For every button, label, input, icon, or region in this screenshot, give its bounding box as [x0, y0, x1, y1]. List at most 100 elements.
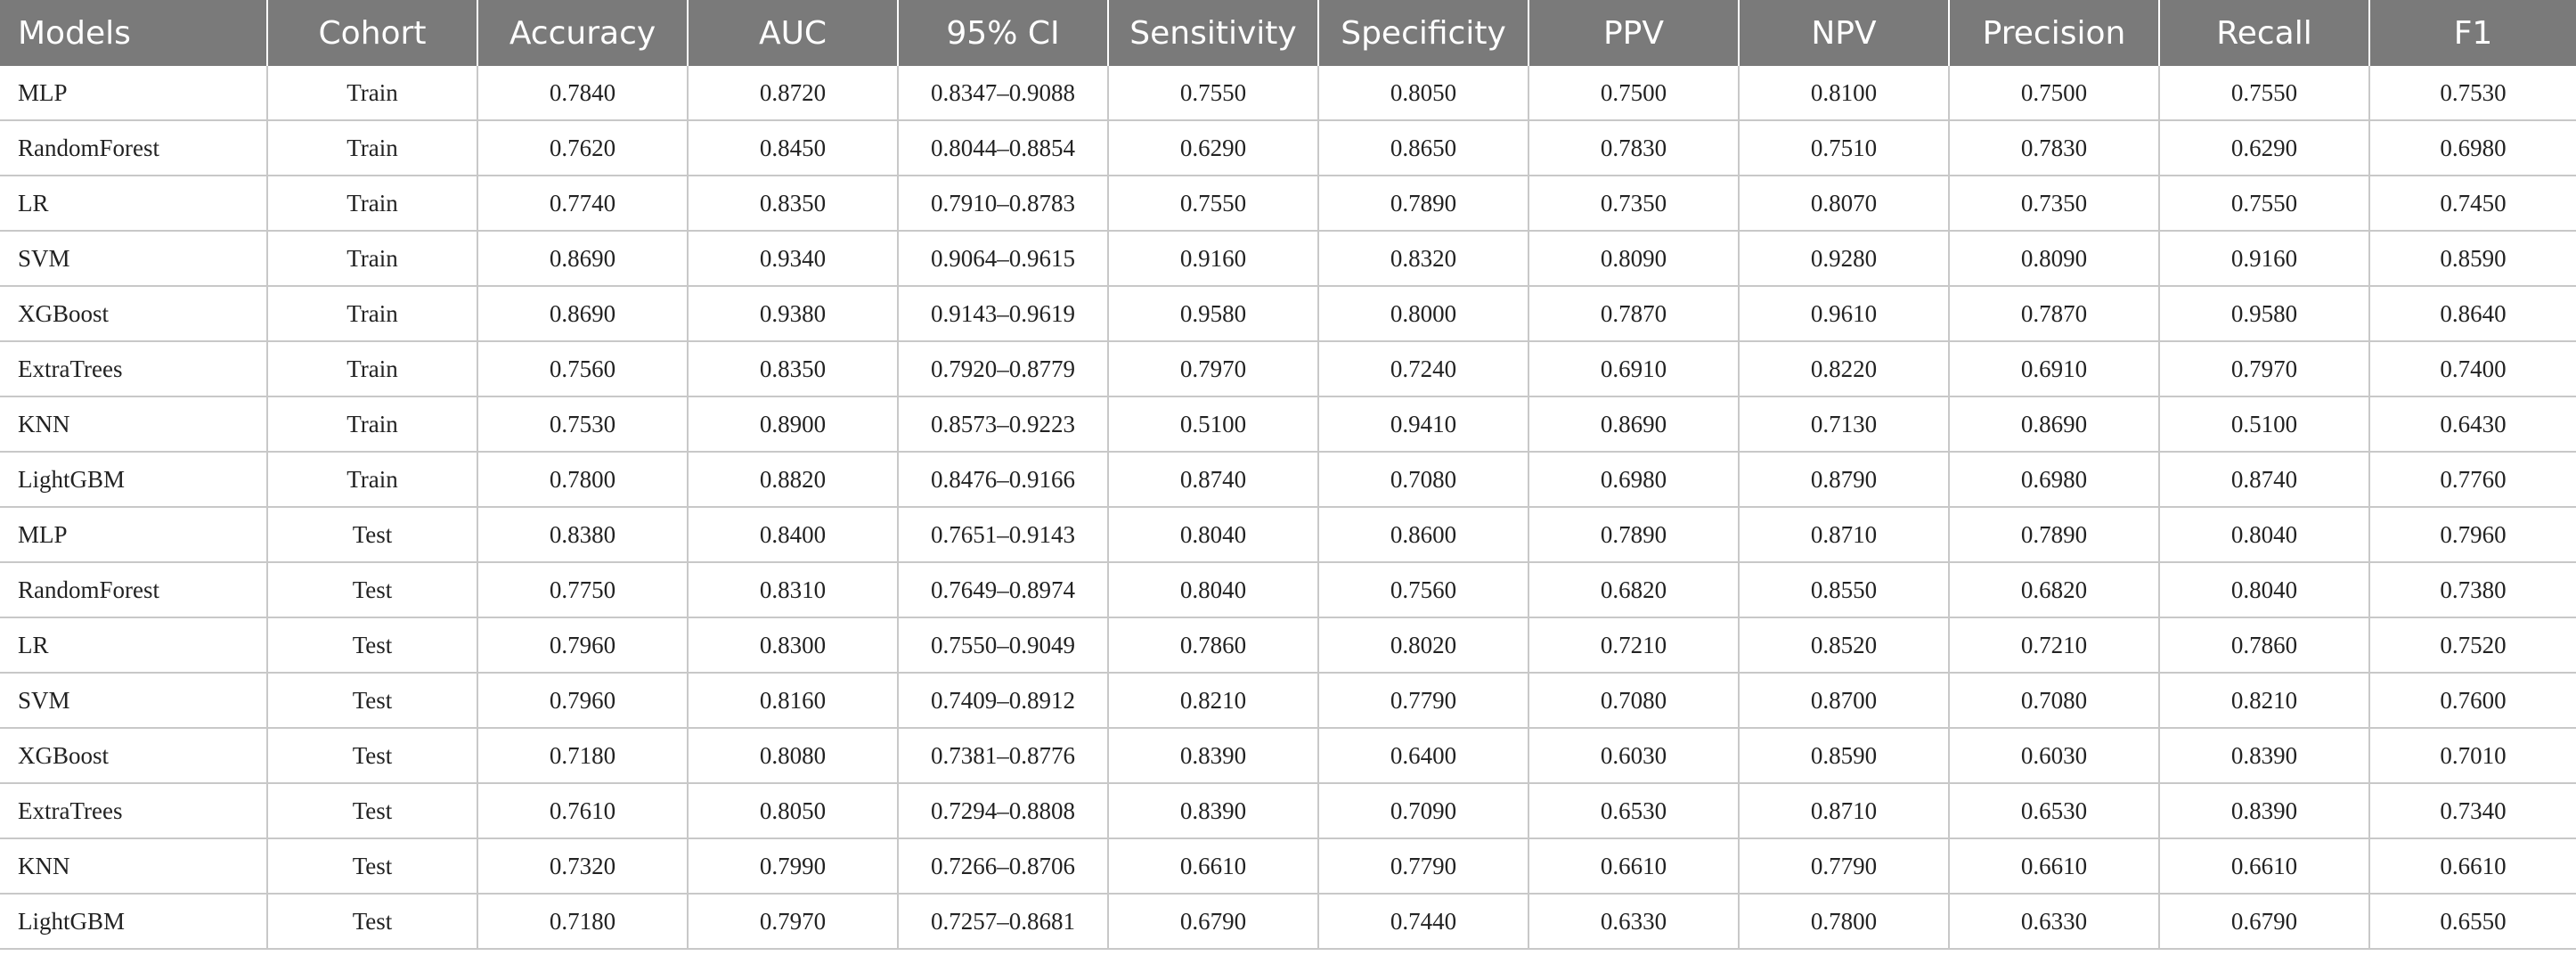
column-header-specificity: Specificity	[1318, 0, 1529, 66]
table-cell: 0.6550	[2369, 894, 2576, 950]
table-cell: 0.7790	[1739, 838, 1950, 895]
table-cell: 0.7409–0.8912	[898, 673, 1109, 729]
table-cell: 0.8090	[1528, 231, 1740, 287]
table-cell: RandomForest	[0, 562, 268, 618]
table-cell: 0.6610	[1528, 838, 1740, 895]
table-cell: 0.7800	[1739, 894, 1950, 950]
table-cell: 0.8380	[477, 507, 689, 563]
table-cell: 0.8210	[1108, 673, 1319, 729]
table-cell: 0.7760	[2369, 452, 2576, 508]
column-header-95-ci: 95% CI	[898, 0, 1109, 66]
table-cell: 0.9340	[688, 231, 899, 287]
table-cell: 0.8640	[2369, 286, 2576, 342]
table-cell: 0.8050	[1318, 66, 1529, 121]
table-cell: 0.7790	[1318, 673, 1529, 729]
table-cell: 0.6820	[1528, 562, 1740, 618]
table-cell: 0.7381–0.8776	[898, 728, 1109, 784]
table-cell: 0.6610	[1949, 838, 2160, 895]
table-cell: 0.8100	[1739, 66, 1950, 121]
table-cell: 0.7320	[477, 838, 689, 895]
table-cell: Test	[267, 507, 478, 563]
table-cell: 0.8040	[2159, 562, 2370, 618]
table-cell: 0.6530	[1528, 783, 1740, 839]
table-cell: 0.7870	[1528, 286, 1740, 342]
column-header-ppv: PPV	[1528, 0, 1740, 66]
table-cell: 0.7870	[1949, 286, 2160, 342]
table-row: LR Test 0.7960 0.8300 0.7550–0.9049 0.7860 0.8…	[0, 617, 2576, 674]
table-cell: 0.9580	[1108, 286, 1319, 342]
table-cell: 0.6030	[1949, 728, 2160, 784]
table-cell: 0.6910	[1528, 341, 1740, 397]
table-cell: 0.7970	[1108, 341, 1319, 397]
table-cell: 0.7800	[477, 452, 689, 508]
table-cell: LightGBM	[0, 894, 268, 950]
table-cell: Train	[267, 120, 478, 176]
table-cell: Train	[267, 286, 478, 342]
column-header-accuracy: Accuracy	[477, 0, 689, 66]
column-header-npv: NPV	[1739, 0, 1950, 66]
table-cell: 0.7266–0.8706	[898, 838, 1109, 895]
table-row: LightGBM Train 0.7800 0.8820 0.8476–0.9166 0.…	[0, 452, 2576, 508]
table-cell: 0.6980	[1949, 452, 2160, 508]
table-cell: 0.7090	[1318, 783, 1529, 839]
table-cell: 0.9580	[2159, 286, 2370, 342]
table-cell: 0.8090	[1949, 231, 2160, 287]
table-cell: 0.9380	[688, 286, 899, 342]
table-cell: 0.6820	[1949, 562, 2160, 618]
table-cell: SVM	[0, 673, 268, 729]
table-cell: 0.6290	[2159, 120, 2370, 176]
table-cell: 0.9160	[1108, 231, 1319, 287]
table-cell: Train	[267, 341, 478, 397]
table-cell: 0.7210	[1528, 617, 1740, 674]
table-cell: 0.7830	[1949, 120, 2160, 176]
table-cell: 0.6610	[2159, 838, 2370, 895]
table-cell: Train	[267, 176, 478, 232]
table-cell: 0.7610	[477, 783, 689, 839]
table-row: MLP Train 0.7840 0.8720 0.8347–0.9088 0.7550 0…	[0, 66, 2576, 121]
table-cell: 0.8050	[688, 783, 899, 839]
table-cell: 0.7830	[1528, 120, 1740, 176]
table-row: ExtraTrees Test 0.7610 0.8050 0.7294–0.8808 0…	[0, 783, 2576, 839]
table-cell: 0.8590	[1739, 728, 1950, 784]
table-cell: 0.8400	[688, 507, 899, 563]
table-cell: 0.7860	[2159, 617, 2370, 674]
table-cell: 0.8160	[688, 673, 899, 729]
table-cell: 0.7530	[477, 396, 689, 453]
table-cell: 0.7960	[2369, 507, 2576, 563]
table-cell: 0.7550	[2159, 66, 2370, 121]
table-cell: 0.7500	[1528, 66, 1740, 121]
table-cell: 0.7080	[1318, 452, 1529, 508]
table-cell: 0.8040	[2159, 507, 2370, 563]
table-cell: 0.6530	[1949, 783, 2160, 839]
table-cell: 0.9280	[1739, 231, 1950, 287]
table-cell: 0.7210	[1949, 617, 2160, 674]
table-cell: 0.8710	[1739, 783, 1950, 839]
table-cell: 0.7520	[2369, 617, 2576, 674]
table-cell: 0.8040	[1108, 507, 1319, 563]
table-cell: XGBoost	[0, 286, 268, 342]
column-header-auc: AUC	[688, 0, 899, 66]
table-cell: 0.8820	[688, 452, 899, 508]
table-cell: 0.7970	[2159, 341, 2370, 397]
table-cell: 0.7750	[477, 562, 689, 618]
table-row: KNN Test 0.7320 0.7990 0.7266–0.8706 0.6610 0.…	[0, 838, 2576, 895]
table-cell: 0.8310	[688, 562, 899, 618]
table-cell: 0.8070	[1739, 176, 1950, 232]
table-row: XGBoost Train 0.8690 0.9380 0.9143–0.9619 0.9…	[0, 286, 2576, 342]
table-cell: Test	[267, 783, 478, 839]
table-cell: 0.5100	[1108, 396, 1319, 453]
table-cell: 0.7890	[1528, 507, 1740, 563]
table-row: RandomForest Train 0.7620 0.8450 0.8044–0.88…	[0, 120, 2576, 176]
table-body: MLP Train 0.7840 0.8720 0.8347–0.9088 0.7550 0…	[0, 66, 2576, 950]
table-cell: 0.9064–0.9615	[898, 231, 1109, 287]
column-header-f1: F1	[2369, 0, 2576, 66]
table-cell: Test	[267, 562, 478, 618]
table-cell: SVM	[0, 231, 268, 287]
table-row: SVM Train 0.8690 0.9340 0.9064–0.9615 0.9160 0…	[0, 231, 2576, 287]
table-cell: 0.8600	[1318, 507, 1529, 563]
table-cell: 0.7960	[477, 617, 689, 674]
table-cell: 0.8220	[1739, 341, 1950, 397]
table-row: KNN Train 0.7530 0.8900 0.8573–0.9223 0.5100 0…	[0, 396, 2576, 453]
table-cell: 0.8040	[1108, 562, 1319, 618]
